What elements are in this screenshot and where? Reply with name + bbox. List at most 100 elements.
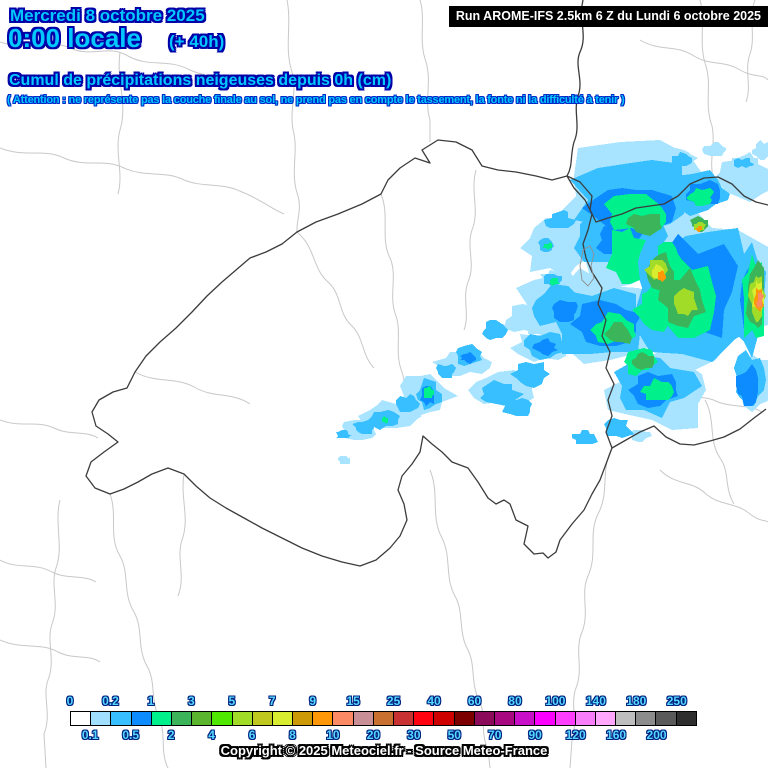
legend-boundary-label: 6 — [248, 728, 256, 742]
legend-cell — [252, 712, 273, 725]
legend-boundary-label: 250 — [666, 694, 687, 708]
legend-cell — [454, 712, 475, 725]
precip-blob — [532, 338, 558, 356]
legend-boundary-label: 40 — [427, 694, 441, 708]
precip-blob — [658, 270, 666, 282]
legend-cell — [555, 712, 576, 725]
precip-blob — [336, 430, 352, 438]
precip-blob — [696, 226, 702, 232]
legend-cell — [373, 712, 394, 725]
legend-boundary-label: 120 — [565, 728, 586, 742]
legend-cell — [636, 712, 657, 725]
legend-boundary-label: 3 — [188, 694, 195, 708]
legend-cell — [171, 712, 193, 725]
legend-cell — [515, 712, 536, 725]
legend-cell — [474, 712, 495, 725]
precip-blob — [542, 242, 552, 250]
legend-cell — [272, 712, 294, 725]
legend-cell — [91, 712, 112, 725]
legend-boundary-label: 70 — [488, 728, 502, 742]
legend-cell — [394, 712, 415, 725]
legend-cell — [434, 712, 455, 725]
precip-blob — [510, 362, 550, 388]
legend-cell — [333, 712, 354, 725]
legend-color-scale — [70, 711, 697, 726]
legend-boundary-label: 0.5 — [122, 728, 140, 742]
precip-blob — [338, 456, 350, 464]
legend-cell — [494, 712, 516, 725]
legend-cell — [595, 712, 617, 725]
warning-text: ( Attention : ne représente pas la couch… — [7, 94, 625, 106]
legend-boundary-label: 160 — [606, 728, 627, 742]
precip-blob — [604, 418, 634, 438]
precip-blob — [352, 420, 374, 434]
legend-cell — [212, 712, 233, 725]
legend-boundary-label: 9 — [309, 694, 317, 708]
legend-boundary-label: 140 — [585, 694, 606, 708]
legend-cell — [232, 712, 253, 725]
precip-blob — [604, 322, 632, 344]
precip-blob — [630, 430, 652, 442]
legend-cell — [535, 712, 556, 725]
precip-blob — [550, 278, 560, 286]
legend-cell — [414, 712, 435, 725]
legend-cell — [575, 712, 596, 725]
legend-cell — [111, 712, 132, 725]
run-info-box: Run AROME-IFS 2.5km 6 Z du Lundi 6 octob… — [448, 6, 768, 27]
legend-cell — [616, 712, 637, 725]
legend-boundary-label: 8 — [289, 728, 296, 742]
precip-blob — [626, 214, 662, 236]
legend-boundary-label: 25 — [386, 694, 401, 708]
precip-blob — [606, 228, 646, 284]
precip-blob — [572, 430, 598, 444]
precip-blob — [436, 364, 456, 378]
legend-boundary-label: 7 — [268, 694, 276, 708]
legend-boundary-label: 200 — [646, 728, 667, 742]
precip-blob — [702, 142, 726, 156]
precipitation-layer — [336, 140, 768, 464]
precip-blob — [424, 386, 434, 398]
precip-blob — [672, 152, 692, 166]
legend-cell — [293, 712, 314, 725]
legend-boundary-label: 50 — [447, 728, 461, 742]
legend-cell — [192, 712, 213, 725]
map-title: Cumul de précipitations neigeuses depuis… — [9, 72, 392, 89]
precip-blob — [460, 352, 476, 364]
legend-boundary-label: 20 — [366, 728, 381, 742]
precip-blob — [640, 378, 674, 400]
precip-blob — [734, 158, 754, 168]
precip-blob — [736, 364, 758, 406]
forecast-offset-label: (+ 40h) — [168, 32, 225, 51]
legend-boundary-label: 0.1 — [81, 728, 99, 742]
legend-boundary-label: 180 — [626, 694, 647, 708]
precip-blob — [674, 288, 698, 316]
legend-cell — [151, 712, 172, 725]
time-label: 0:00 locale — [8, 23, 141, 53]
legend-boundary-label: 1 — [147, 694, 155, 708]
precip-blob — [544, 210, 576, 228]
legend-cell — [676, 712, 696, 725]
legend-boundary-label: 10 — [326, 728, 340, 742]
legend-boundary-label: 2 — [167, 728, 175, 742]
precip-blob — [480, 380, 524, 406]
legend-boundary-label: 4 — [208, 728, 215, 742]
precip-blob — [756, 292, 764, 308]
legend-cell — [656, 712, 677, 725]
legend-boundary-label: 100 — [545, 694, 566, 708]
legend-boundary-label: 0.2 — [102, 694, 119, 708]
legend-boundary-label: 30 — [407, 728, 421, 742]
legend-boundary-label: 5 — [228, 694, 236, 708]
precip-blob — [552, 300, 578, 322]
legend-boundary-label: 15 — [346, 694, 360, 708]
precip-blob — [752, 140, 768, 160]
date-label: Mercredi 8 octobre 2025 — [10, 6, 205, 25]
legend-cell — [313, 712, 334, 725]
country-borders — [85, 0, 768, 567]
legend-cell — [353, 712, 374, 725]
precip-blob — [382, 416, 388, 424]
precip-blob — [686, 188, 714, 206]
precip-blob — [482, 320, 508, 340]
